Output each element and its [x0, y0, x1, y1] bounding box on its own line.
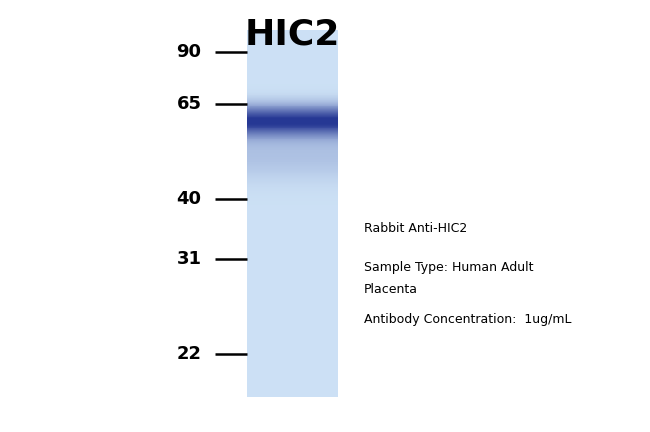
Text: 90: 90	[177, 43, 202, 61]
Text: Rabbit Anti-HIC2: Rabbit Anti-HIC2	[364, 222, 467, 235]
Text: 31: 31	[177, 250, 202, 268]
Text: HIC2: HIC2	[245, 17, 340, 51]
Text: Antibody Concentration:  1ug/mL: Antibody Concentration: 1ug/mL	[364, 313, 571, 326]
Text: 22: 22	[177, 345, 202, 363]
Text: Sample Type: Human Adult: Sample Type: Human Adult	[364, 261, 534, 274]
Text: 40: 40	[177, 190, 202, 208]
Text: Placenta: Placenta	[364, 283, 418, 296]
Text: 65: 65	[177, 95, 202, 113]
